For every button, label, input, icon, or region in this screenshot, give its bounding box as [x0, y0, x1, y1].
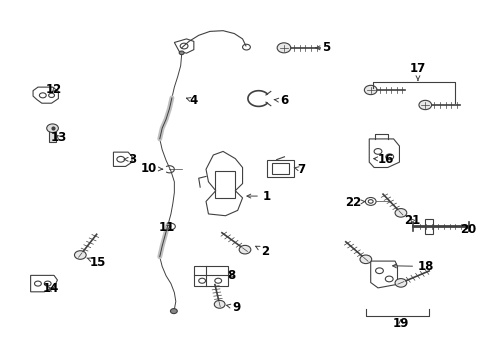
Bar — [215, 171, 235, 198]
Circle shape — [214, 300, 225, 308]
Text: 10: 10 — [141, 162, 163, 175]
Text: 7: 7 — [294, 163, 305, 176]
Circle shape — [171, 309, 177, 314]
Text: 16: 16 — [374, 153, 394, 166]
Text: 2: 2 — [256, 245, 270, 258]
Text: 5: 5 — [316, 41, 330, 54]
Text: 13: 13 — [51, 131, 67, 144]
Text: 11: 11 — [159, 221, 175, 234]
Text: 22: 22 — [345, 196, 365, 209]
Circle shape — [395, 208, 407, 217]
Circle shape — [179, 51, 184, 55]
Text: 8: 8 — [228, 269, 236, 282]
Text: 3: 3 — [124, 153, 136, 166]
Bar — [49, 129, 56, 142]
Text: 19: 19 — [392, 317, 409, 330]
Text: 9: 9 — [226, 301, 241, 314]
Text: 18: 18 — [392, 260, 435, 273]
Text: 4: 4 — [187, 94, 198, 107]
Circle shape — [395, 279, 407, 287]
Text: 20: 20 — [460, 223, 476, 236]
Text: 21: 21 — [404, 214, 420, 227]
Circle shape — [74, 251, 86, 259]
Circle shape — [239, 246, 251, 254]
Bar — [272, 163, 289, 174]
Text: 17: 17 — [410, 62, 426, 81]
Text: 14: 14 — [43, 283, 59, 296]
Text: 15: 15 — [87, 256, 106, 269]
Bar — [267, 159, 294, 177]
Circle shape — [360, 255, 372, 264]
Circle shape — [419, 100, 432, 110]
Bar — [194, 266, 228, 286]
Text: 1: 1 — [247, 190, 271, 203]
Circle shape — [47, 124, 58, 132]
Circle shape — [277, 43, 291, 53]
Text: 6: 6 — [274, 94, 288, 107]
Text: 12: 12 — [46, 84, 62, 96]
Circle shape — [365, 85, 377, 95]
